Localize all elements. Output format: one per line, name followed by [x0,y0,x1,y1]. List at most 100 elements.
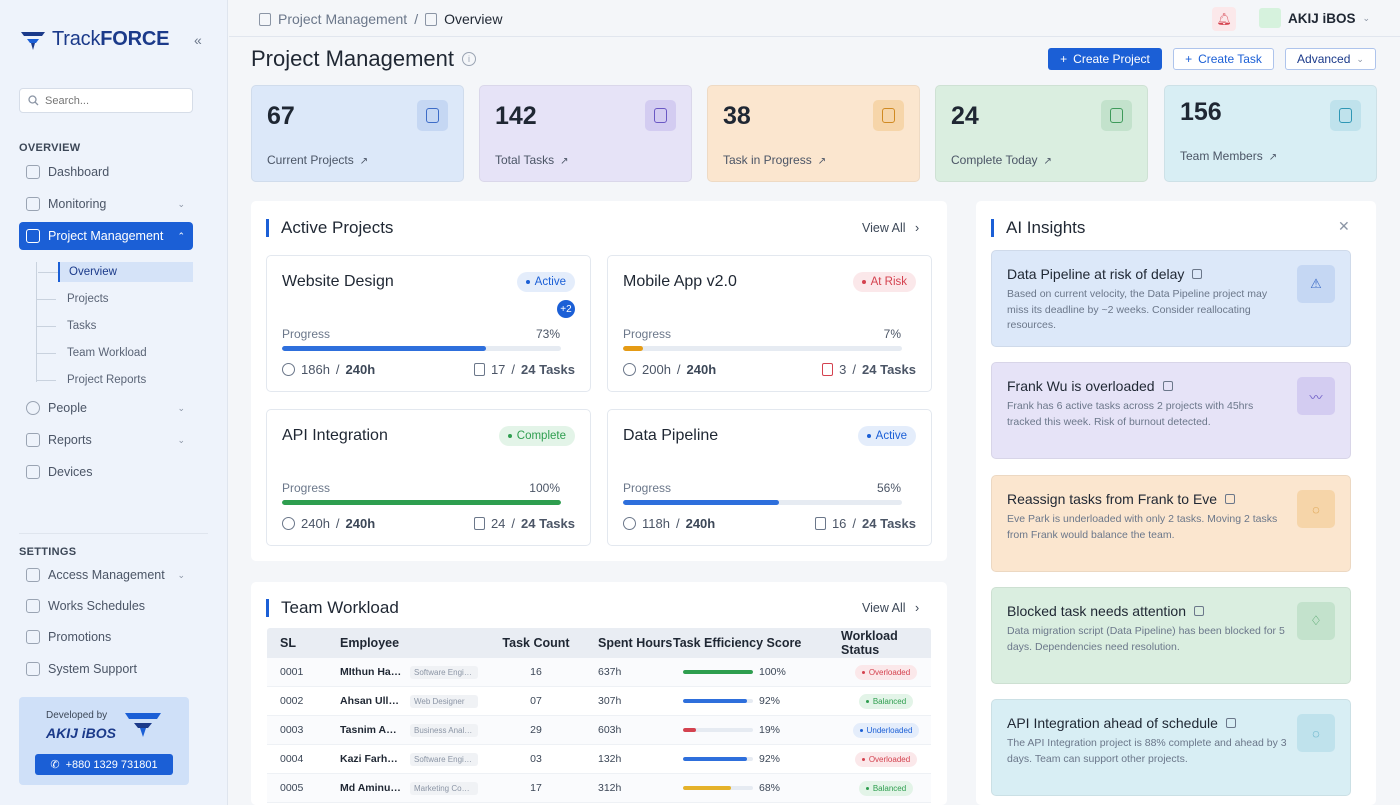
col-task-count[interactable]: Task Count [502,636,570,650]
team-workload-view-all[interactable]: View All › [862,601,920,615]
phone-button[interactable]: ✆ +880 1329 731801 [35,754,173,775]
person-icon [26,401,40,415]
cell-task-count: 29 [530,724,542,736]
external-link-icon[interactable] [1225,494,1236,504]
notification-bell-icon[interactable]: 🔔︎ [1212,7,1236,31]
search-input[interactable] [45,94,185,107]
org-switcher[interactable]: AKIJ iBOS ⌄ [1259,8,1370,28]
table-row[interactable]: 0004 Kazi Farhan... Software Engin... 03 132… [267,745,931,774]
close-icon[interactable]: ✕ [1338,218,1350,234]
progress-percent: 7% [883,327,901,341]
developed-by-label: Developed by [46,710,108,721]
status-dot [861,757,865,761]
cell-sl: 0001 [280,666,304,678]
cell-spent-hours: 132h [598,753,622,765]
stat-label-text: Total Tasks [495,153,555,167]
subnav-project-reports[interactable]: Project Reports [36,370,193,390]
progress-percent: 100% [529,481,560,495]
breadcrumb-parent[interactable]: Project Management [278,11,408,27]
nav-works-schedules[interactable]: Works Schedules [19,592,193,620]
insight-card[interactable]: Frank Wu is overloaded Frank has 6 active… [991,362,1351,459]
create-task-label: Create Task [1198,52,1262,66]
status-dot [861,670,865,674]
chevron-down-icon: ⌄ [1362,12,1371,23]
employee-name: Md Aminul I... [340,782,402,794]
create-project-button[interactable]: + Create Project [1048,48,1162,70]
col-employee[interactable]: Employee [340,636,400,650]
project-card[interactable]: Mobile App v2.0 At Risk Progress 7% 200h / 240… [607,255,932,392]
subnav-tasks-label: Tasks [67,320,97,332]
nav-access-management[interactable]: Access Management ⌄ [19,561,193,589]
col-efficiency[interactable]: Task Efficiency Score [673,636,802,650]
table-row[interactable]: 0003 Tasnim Ahm... Business Analyst 29 603h 1… [267,716,931,745]
chevron-down-icon: ⌄ [177,198,185,209]
project-card[interactable]: Data Pipeline Active Progress 56% 118h/240h 1… [607,409,932,546]
table-row[interactable]: 0001 MIthun Hald... Software Engin... 16 637… [267,658,931,687]
external-link-icon[interactable] [1194,606,1205,616]
col-workload-status[interactable]: Workload Status [841,629,898,657]
chevron-down-icon: ⌄ [177,402,185,413]
subnav-overview[interactable]: Overview [38,262,193,282]
insight-title: Blocked task needs attention [1007,603,1205,619]
status-badge: Active [516,272,575,292]
project-card[interactable]: API Integration Complete Progress 100% 240h /… [266,409,591,546]
external-link-icon[interactable] [1225,718,1236,728]
col-spent-hours[interactable]: Spent Hours [598,636,673,650]
project-card[interactable]: Website Design Active +2 Progress 73% 186h / 24… [266,255,591,392]
stat-card[interactable]: 24 Complete Today ↗ [935,85,1148,182]
advanced-dropdown[interactable]: Advanced ⌄ [1285,48,1376,70]
search-box[interactable] [19,88,193,113]
subnav-team-workload[interactable]: Team Workload [36,343,193,363]
team-workload-panel: Team Workload View All › [251,582,947,805]
developer-card: Developed by AKIJ iBOS ✆ +880 1329 73180… [19,697,189,785]
efficiency-value: 100% [759,666,786,678]
hours-separator: / [335,516,340,531]
brand-logo[interactable]: TrackFORCE [20,28,169,51]
nav-system-support[interactable]: System Support [19,655,193,683]
arrow-up-right-icon: ↗ [1268,152,1278,163]
nav-people[interactable]: People ⌄ [19,394,193,422]
nav-promotions[interactable]: Promotions [19,623,193,651]
insight-card[interactable]: Blocked task needs attention Data migrati… [991,587,1351,684]
table-row[interactable]: 0002 Ahsan Ullah... Web Designer 07 307h 92% B… [267,687,931,716]
nav-project-management[interactable]: Project Management ⌃ [19,222,193,250]
stat-card[interactable]: 67 Current Projects ↗ [251,85,464,182]
chart-icon [425,12,438,26]
efficiency-bar [683,728,753,732]
nav-devices[interactable]: Devices [19,458,193,486]
insight-card[interactable]: API Integration ahead of schedule The API… [991,699,1351,796]
nav-dashboard[interactable]: Dashboard [19,158,193,186]
extra-count-badge[interactable]: +2 [557,300,575,318]
hours-separator: / [676,362,681,377]
table-row[interactable]: 0005 Md Aminul I... Marketing Coor... 17 312… [267,774,931,803]
info-icon[interactable]: i [462,52,476,66]
clipboard-icon [26,229,40,243]
insight-card[interactable]: Data Pipeline at risk of delay Based on c… [991,250,1351,347]
stat-card[interactable]: 38 Task in Progress ↗ [707,85,920,182]
clipboard-icon [1339,108,1352,123]
cell-task-count: 16 [530,666,542,678]
collapse-sidebar-icon[interactable]: « [194,32,202,48]
create-task-button[interactable]: + Create Task [1173,48,1274,70]
external-link-icon[interactable] [1162,381,1173,391]
workload-status-text: Balanced [872,783,907,793]
subnav-projects[interactable]: Projects [36,289,193,309]
stat-card[interactable]: 142 Total Tasks ↗ [479,85,692,182]
col-sl[interactable]: SL [280,636,296,650]
stat-value: 38 [723,102,751,130]
external-link-icon[interactable] [1192,269,1203,279]
insight-card[interactable]: Reassign tasks from Frank to Eve Eve Park… [991,475,1351,572]
nav-monitoring[interactable]: Monitoring ⌄ [19,190,193,218]
insight-title-text: Frank Wu is overloaded [1007,378,1155,394]
status-text: Active [875,430,907,442]
tasks-done-value: 24 [490,516,506,531]
nav-reports[interactable]: Reports ⌄ [19,426,193,454]
stat-card[interactable]: 156 Team Members ↗ [1164,85,1377,182]
tasks-done-value: 3 [839,362,847,377]
progress-fill [282,346,486,351]
status-dot [859,728,863,732]
active-projects-view-all[interactable]: View All › [862,221,920,235]
nav-project-management-label: Project Management [48,229,164,243]
subnav-tasks[interactable]: Tasks [36,316,193,336]
